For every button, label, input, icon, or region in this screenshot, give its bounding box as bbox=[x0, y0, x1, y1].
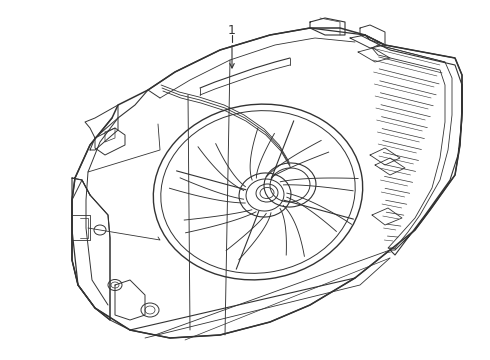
Text: 1: 1 bbox=[228, 23, 236, 36]
